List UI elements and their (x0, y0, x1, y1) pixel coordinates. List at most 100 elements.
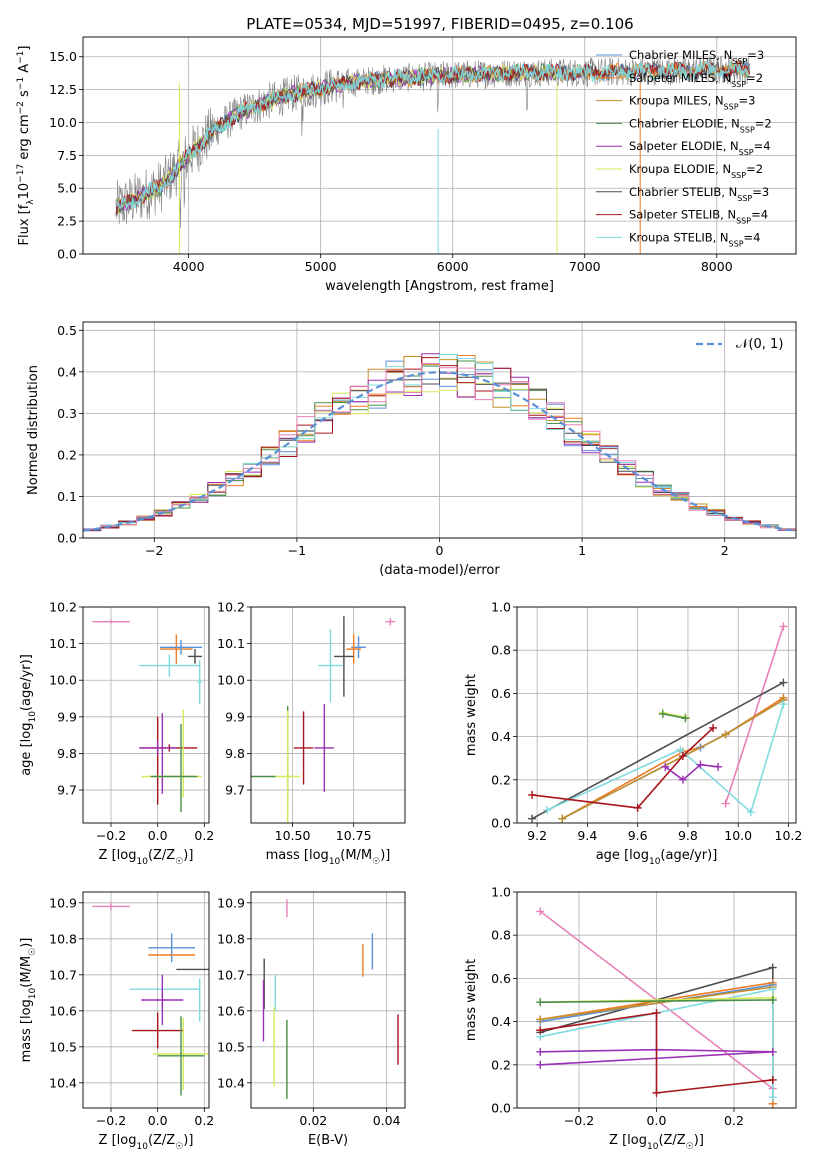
x-tick-label: 0.2 (194, 828, 214, 843)
label-part: )] (183, 1133, 193, 1148)
y-tick-label: 15.0 (49, 49, 77, 64)
label-part: mass [ (266, 848, 309, 863)
x-tick-label: 0.0 (148, 1113, 168, 1128)
label-part: −1 (16, 77, 26, 90)
label-part: ☉ (175, 1142, 183, 1152)
legend-label: Kroupa ELODIE, NSSP=2 (629, 162, 763, 180)
x-axis-label: Z [log10(Z/Z☉)] (99, 848, 194, 867)
panel-weight_vs_age: 9.2 9.4 9.6 9.8 10.0 10.2 0.0 0.2 0.4 0.6 0.8 1.0 ag… (464, 600, 802, 868)
axes-frame (250, 891, 406, 1109)
legend-text: Chabrier MILES, N (629, 48, 732, 62)
weight-line (664, 763, 719, 781)
legend-text: Chabrier ELODIE, N (629, 116, 740, 130)
label-part: 10 (137, 1142, 149, 1152)
weight-line (546, 703, 785, 814)
label-part: (Z/Z (148, 1133, 175, 1148)
legend-n: =4 (744, 230, 761, 244)
weight-line (532, 727, 714, 809)
y-tick-label: 9.7 (57, 783, 77, 798)
y-axis-label: mass [log10(M/M☉)] (19, 938, 38, 1063)
weight-marker (661, 762, 670, 771)
weight-line (724, 626, 785, 804)
plot-area (92, 619, 202, 813)
weight-line (561, 699, 784, 820)
label-part: ☉ (686, 1142, 694, 1152)
label-part: log (627, 1133, 647, 1148)
label-part: 10 (28, 711, 38, 723)
x-axis-label: wavelength [Angstrom, rest frame] (325, 279, 554, 294)
x-axis-label: age [log10(age/yr)] (596, 848, 718, 867)
weight-marker (652, 1088, 661, 1097)
label-part: Z [ (99, 848, 117, 863)
x-axis-label: mass [log10(M/M☉)] (266, 848, 391, 867)
y-tick-label: 0.8 (491, 643, 511, 658)
y-tick-label: 0.6 (491, 971, 511, 986)
label-part: (Z/Z (658, 1133, 685, 1148)
y-tick-label: 10.6 (49, 1003, 77, 1018)
label-part: age [ (596, 848, 629, 863)
weight-marker (536, 1047, 545, 1056)
y-tick-label: 0.3 (57, 406, 77, 421)
y-tick-label: 1.0 (491, 600, 511, 615)
x-tick-label: −0.2 (96, 828, 126, 843)
weight-line (540, 999, 773, 1003)
x-tick-label: 10.50 (275, 828, 311, 843)
label-part: log (309, 848, 329, 863)
label-part: E(B-V) (308, 1133, 348, 1148)
x-tick-label: 10.2 (775, 828, 803, 843)
y-tick-label: 10.0 (217, 673, 245, 688)
axes-frame (82, 606, 210, 824)
legend-sub: SSP (737, 193, 752, 202)
label-part: wavelength [Angstrom, rest frame] (325, 279, 554, 294)
x-tick-label: 0.2 (194, 1113, 214, 1128)
y-tick-label: 0.4 (491, 1014, 511, 1029)
legend-sub: SSP (732, 57, 747, 66)
label-part: A (17, 64, 32, 77)
weight-marker (696, 760, 705, 769)
weight-marker (768, 996, 777, 1004)
label-part: λ (26, 199, 36, 205)
weight-marker (676, 745, 685, 754)
x-tick-label: 6000 (437, 259, 469, 274)
y-tick-label: 10.1 (217, 636, 245, 651)
label-part: age [ (19, 742, 34, 775)
label-part: ☉ (175, 857, 183, 867)
y-tick-label: 0.0 (491, 816, 511, 831)
weight-marker (768, 963, 777, 972)
label-part: mass weight (464, 959, 479, 1041)
legend-label: Salpeter MILES, NSSP=2 (629, 71, 763, 89)
legend-sub: SSP (731, 171, 746, 180)
weight-marker (768, 1075, 777, 1084)
legend-text: Kroupa MILES, N (629, 94, 724, 108)
plot-area (262, 899, 399, 1099)
y-tick-label: 0.6 (491, 686, 511, 701)
weight-marker (779, 700, 788, 709)
hist-step (83, 363, 796, 530)
x-tick-label: 0 (436, 543, 444, 558)
label-part: log (19, 999, 34, 1019)
legend-label: Kroupa MILES, NSSP=3 (629, 94, 755, 112)
weight-marker (779, 622, 788, 631)
legend-label: Salpeter STELIB, NSSP=4 (629, 208, 768, 226)
legend-sub: SSP (740, 125, 755, 134)
y-axis-label: mass weight (464, 674, 479, 756)
label-part: (M/M (340, 848, 372, 863)
y-tick-label: 10.0 (49, 673, 77, 688)
spectrum-model-line (115, 60, 751, 210)
plot-area (528, 622, 788, 823)
weight-line (540, 986, 773, 1021)
weight-marker (714, 762, 723, 771)
label-part: 10 (17, 183, 32, 200)
legend-sub: SSP (739, 148, 754, 157)
label-part: ☉ (28, 948, 38, 956)
label-part: (data-model)/error (379, 563, 500, 578)
panel-age_vs_mass: 10.50 10.75 9.7 9.8 9.9 10.0 10.1 10.2 mass [log… (217, 600, 406, 867)
y-tick-label: 0.5 (57, 323, 77, 338)
legend-n: =3 (747, 48, 764, 62)
weight-marker (721, 730, 730, 739)
y-tick-label: 0.0 (491, 1101, 511, 1116)
weight-marker (768, 1093, 777, 1102)
label-part: (age/yr)] (19, 654, 34, 711)
plot-area (83, 353, 796, 532)
y-tick-label: 10.5 (49, 1039, 77, 1054)
